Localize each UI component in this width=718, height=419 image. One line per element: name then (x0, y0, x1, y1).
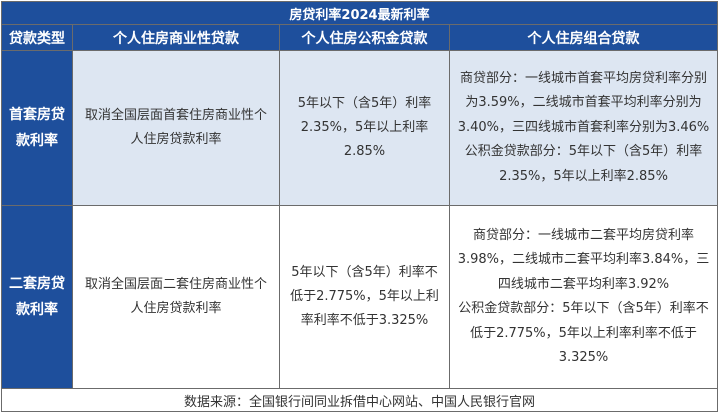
first-home-combo-commercial-text: 商贷部分：一线城市首套平均房贷利率分别为3.59%，二线城市首套平均利率分别为3… (457, 70, 710, 135)
first-home-commercial-text: 取消全国层面首套住房商业性个人住房贷款利率 (84, 108, 267, 147)
header-combination-loan: 个人住房组合贷款 (449, 24, 718, 51)
second-home-commercial-rate: 取消全国层面二套住房商业性个人住房贷款利率 (72, 205, 280, 389)
mortgage-rate-table: 房贷利率2024最新利率 贷款类型 个人住房商业性贷款 个人住房公积金贷款 个人… (1, 1, 718, 412)
second-home-provident-rate: 5年以下（含5年）利率不低于2.775%，5年以上利率利率不低于3.325% (279, 205, 450, 389)
first-home-provident-rate: 5年以下（含5年）利率2.35%，5年以上利率2.85% (279, 50, 450, 206)
header-commercial-loan: 个人住房商业性贷款 (72, 24, 280, 51)
header-provident-fund-loan: 个人住房公积金贷款 (279, 24, 450, 51)
first-home-combo-rate: 商贷部分：一线城市首套平均房贷利率分别为3.59%，二线城市首套平均利率分别为3… (449, 50, 718, 206)
source-row: 数据来源：全国银行间同业拆借中心网站、中国人民银行官网 (1, 388, 718, 412)
first-home-combo-provident-text: 公积金贷款部分：5年以下（含5年）利率2.35%，5年以上利率2.85% (464, 144, 703, 184)
header-row: 贷款类型 个人住房商业性贷款 个人住房公积金贷款 个人住房组合贷款 (1, 24, 718, 51)
row-label-first-home: 首套房贷款利率 (1, 50, 73, 206)
second-home-combo-provident-text: 公积金贷款部分：5年以下（含5年）利率不低于2.775%，5年以上利率利率不低于… (458, 301, 709, 365)
second-home-combo-rate: 商贷部分：一线城市二套平均房贷利率3.98%，二线城市二套平均利率3.84%，三… (449, 205, 718, 389)
row-label-second-home-text: 二套房贷款利率 (9, 276, 65, 318)
second-home-combo-commercial-text: 商贷部分：一线城市二套平均房贷利率3.98%，二线城市二套平均利率3.84%，三… (457, 227, 710, 292)
first-home-provident-text: 5年以下（含5年）利率2.35%，5年以上利率2.85% (297, 96, 432, 159)
data-source-note: 数据来源：全国银行间同业拆借中心网站、中国人民银行官网 (1, 388, 718, 412)
table-title: 房贷利率2024最新利率 (1, 1, 718, 25)
row-label-second-home: 二套房贷款利率 (1, 205, 73, 389)
table-row-first-home: 首套房贷款利率 取消全国层面首套住房商业性个人住房贷款利率 5年以下（含5年）利… (1, 50, 718, 206)
header-loan-type: 贷款类型 (1, 24, 73, 51)
title-row: 房贷利率2024最新利率 (1, 1, 718, 25)
table-row-second-home: 二套房贷款利率 取消全国层面二套住房商业性个人住房贷款利率 5年以下（含5年）利… (1, 205, 718, 389)
second-home-commercial-text: 取消全国层面二套住房商业性个人住房贷款利率 (84, 277, 267, 316)
first-home-commercial-rate: 取消全国层面首套住房商业性个人住房贷款利率 (72, 50, 280, 206)
row-label-first-home-text: 首套房贷款利率 (9, 107, 65, 149)
second-home-provident-text: 5年以下（含5年）利率不低于2.775%，5年以上利率利率不低于3.325% (290, 265, 439, 328)
